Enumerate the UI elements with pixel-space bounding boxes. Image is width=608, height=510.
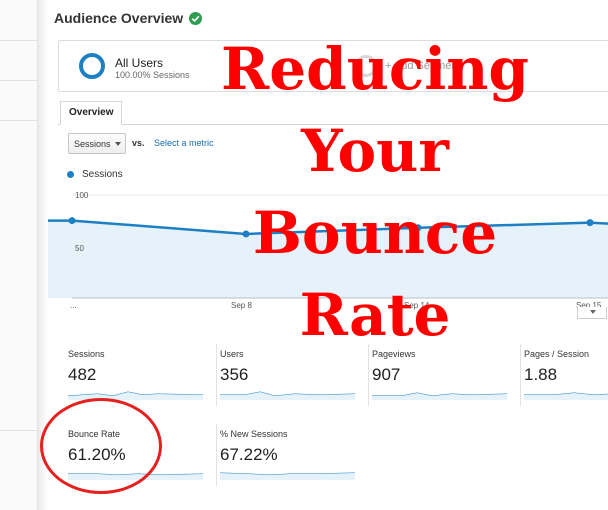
overlay-headline: Reducing Your Bounce Rate	[140, 28, 608, 356]
sidebar-divider	[0, 120, 38, 121]
check-circle-icon	[189, 11, 203, 25]
scorecard-value: 907	[372, 365, 401, 384]
add-segment-ring-icon[interactable]	[355, 55, 377, 77]
tab-overview[interactable]: Overview	[60, 101, 123, 125]
scorecard-value: 1.88	[524, 365, 558, 384]
scorecard-pageviews[interactable]: Pageviews 907	[368, 338, 522, 408]
chart-data-point[interactable]	[68, 217, 76, 225]
sparkline	[68, 391, 203, 400]
x-tick-label: Sep 8	[231, 301, 252, 310]
sparkline	[372, 392, 507, 400]
headline-line: Bounce	[252, 199, 498, 267]
scorecard-label: % New Sessions	[220, 429, 288, 439]
card-divider	[520, 344, 521, 406]
card-divider	[368, 344, 369, 406]
x-tick-label: Sep 15	[576, 301, 602, 310]
segment-bar: All Users 100.00% Sessions + Add Segment	[58, 40, 608, 92]
bounce-rate-highlight-circle	[40, 398, 162, 494]
chart-data-point[interactable]	[242, 230, 250, 238]
chevron-down-icon	[590, 310, 596, 314]
add-segment-button[interactable]: + Add Segment	[385, 60, 461, 72]
chart-legend-label: Sessions	[82, 169, 123, 180]
scorecard-value: 482	[68, 365, 97, 384]
chart-area-fill	[48, 220, 608, 298]
metric-select-value: Sessions	[74, 139, 111, 149]
sidebar-shadow	[38, 0, 48, 510]
x-tick-label: Sep 14	[404, 301, 430, 310]
metric-select[interactable]: Sessions	[68, 133, 126, 154]
scorecard-label: Users	[220, 349, 244, 359]
sidebar-divider	[0, 40, 38, 41]
scorecard-value: 356	[220, 365, 249, 384]
segment-percentage: 100.00% Sessions	[115, 70, 190, 80]
sidebar-divider	[0, 80, 38, 81]
scorecard-label: Pageviews	[372, 349, 416, 359]
vs-label: vs.	[132, 138, 145, 148]
sparkline	[524, 392, 608, 400]
scorecard-label: Pages / Session	[524, 349, 590, 359]
y-tick-label: 100	[75, 191, 89, 200]
chart-options-tab[interactable]	[577, 307, 607, 319]
scorecard-value: 67.22%	[220, 445, 278, 464]
x-tick-label: ...	[70, 301, 77, 310]
tab-row: Overview	[58, 101, 608, 125]
sidebar-divider	[0, 430, 38, 431]
card-divider	[216, 424, 217, 486]
ring-icon	[79, 53, 105, 79]
sparkline	[220, 472, 355, 480]
scorecard-new-sessions[interactable]: % New Sessions 67.22%	[216, 418, 370, 488]
headline-line: Reducing	[221, 35, 529, 103]
headline-line: Rate	[299, 281, 451, 349]
y-tick-label: 50	[75, 244, 84, 253]
segment-name[interactable]: All Users	[115, 56, 164, 70]
scorecard-label: Sessions	[68, 349, 105, 359]
sidebar-strip	[0, 0, 38, 510]
chevron-down-icon	[115, 142, 121, 146]
card-divider	[216, 344, 217, 406]
legend-dot-icon	[67, 171, 74, 178]
scorecard-pages-per-session[interactable]: Pages / Session 1.88	[520, 338, 608, 408]
chart-data-point[interactable]	[586, 219, 594, 227]
sessions-chart[interactable]: 100 50 ... Sep 8 Sep 14 Sep 15	[48, 180, 608, 320]
select-metric-link[interactable]: Select a metric	[154, 138, 214, 148]
page-title-text: Audience Overview	[54, 10, 184, 26]
scorecard-users[interactable]: Users 356	[216, 338, 370, 408]
headline-line: Your	[301, 117, 449, 185]
chart-data-point[interactable]	[414, 224, 422, 232]
sparkline	[220, 391, 355, 400]
page-title: Audience Overview	[54, 10, 203, 26]
